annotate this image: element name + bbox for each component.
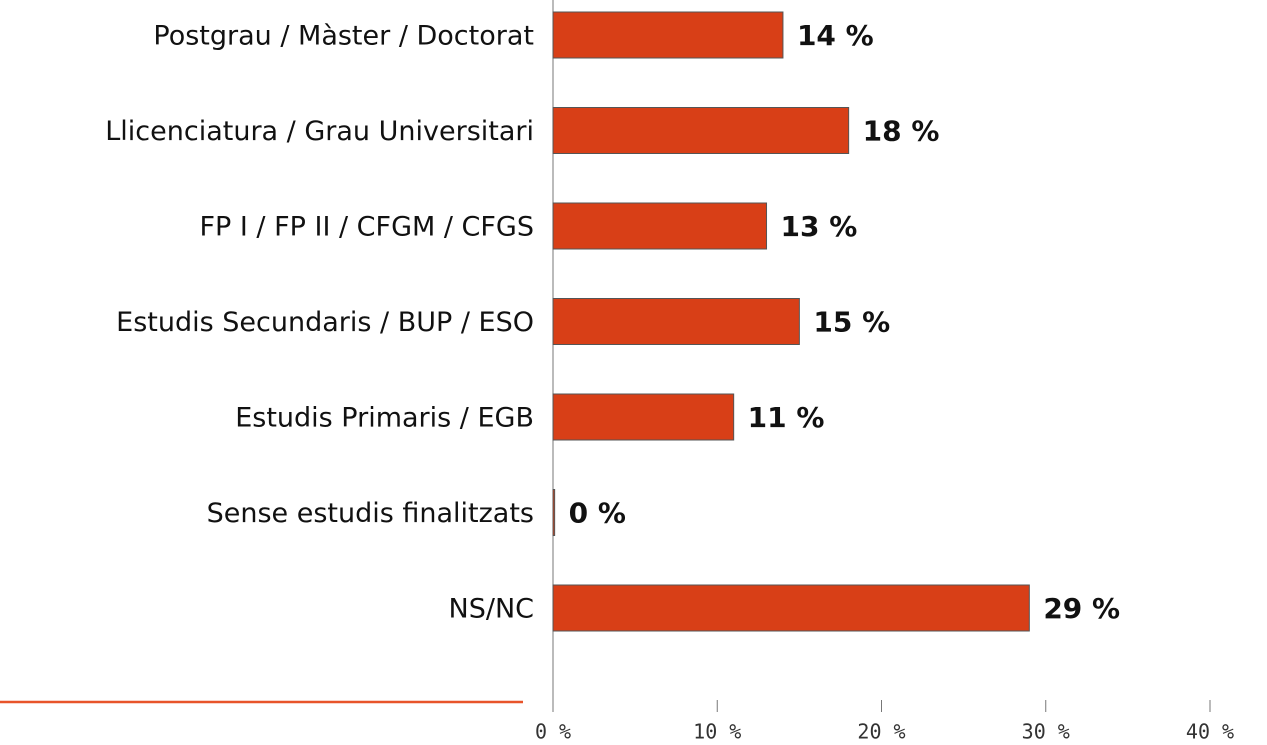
x-tick-label: 30 % <box>1022 720 1070 744</box>
y-tick-label: NS/NC <box>449 594 534 625</box>
bar <box>552 584 1030 632</box>
x-tick-label: 0 % <box>535 720 571 744</box>
bar <box>552 202 768 250</box>
y-tick-label: FP I / FP II / CFGM / CFGS <box>199 212 534 243</box>
bar <box>552 489 556 536</box>
value-label: 29 % <box>1043 592 1120 625</box>
x-tick-label: 10 % <box>693 720 741 744</box>
value-label: 15 % <box>813 306 890 339</box>
bar <box>552 107 850 154</box>
bar <box>552 298 800 345</box>
y-tick-label: Llicenciatura / Grau Universitari <box>105 116 534 147</box>
value-label: 14 % <box>797 19 874 52</box>
value-label: 0 % <box>569 497 626 530</box>
y-tick-label: Postgrau / Màster / Doctorat <box>153 21 534 52</box>
value-label: 18 % <box>863 115 940 148</box>
value-label: 11 % <box>748 401 825 434</box>
bar <box>552 393 735 441</box>
x-tick-label: 40 % <box>1186 720 1234 744</box>
value-label: 13 % <box>781 210 858 243</box>
y-tick-label: Sense estudis finalitzats <box>207 498 534 529</box>
y-tick-label: Estudis Primaris / EGB <box>235 403 534 434</box>
x-tick-label: 20 % <box>857 720 905 744</box>
bar <box>552 11 784 59</box>
y-tick-label: Estudis Secundaris / BUP / ESO <box>116 307 534 338</box>
